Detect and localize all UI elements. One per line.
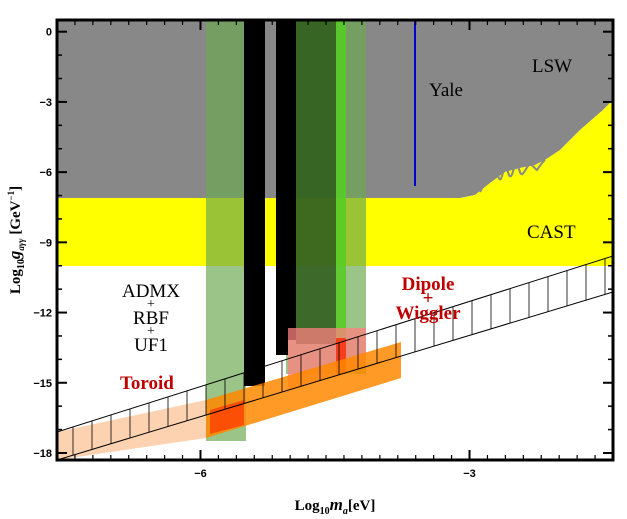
label-toroid: Toroid — [120, 373, 174, 394]
y-tick-label: 0 — [46, 27, 52, 39]
label-plus-1: + — [147, 297, 155, 312]
y-axis-title: Log10gaγγ[GeV−1] — [5, 186, 27, 294]
green-column-3 — [296, 20, 336, 344]
haloscope-column-3 — [288, 20, 296, 340]
label-wiggler: Wiggler — [395, 303, 461, 324]
label-admx: ADMX — [122, 281, 180, 302]
y-tick-label: −15 — [33, 378, 52, 390]
green-column-4 — [336, 20, 346, 374]
projection-hatching — [72, 258, 606, 456]
label-plus-2: + — [147, 324, 155, 339]
haloscope-column-1 — [244, 20, 265, 386]
y-tick-label: −12 — [33, 308, 52, 320]
y-tick-label: −3 — [39, 97, 52, 109]
y-tick-label: −9 — [39, 237, 52, 249]
toroid-region — [206, 342, 401, 438]
peach-region — [57, 400, 206, 460]
projection-band-outline — [57, 255, 613, 460]
toroid-red-patch — [210, 400, 244, 434]
label-plus-3: + — [423, 288, 434, 309]
label-lsw: LSW — [532, 56, 572, 77]
label-yale: Yale — [429, 80, 463, 101]
x-axis-title: Log10ma[eV] — [295, 495, 376, 517]
plot-frame — [55, 18, 615, 462]
label-dipole: Dipole — [402, 274, 455, 295]
green-column-1 — [206, 20, 246, 441]
cast-region — [57, 100, 613, 266]
dipole-red-patch — [336, 338, 346, 374]
cast-wiggle-edge — [479, 159, 546, 193]
y-tick-label: −6 — [39, 167, 52, 179]
x-tick-label: −6 — [194, 468, 207, 480]
label-cast: CAST — [527, 222, 576, 243]
y-tick-label: −18 — [33, 448, 52, 460]
x-tick-label: −3 — [463, 468, 476, 480]
haloscope-column-2 — [276, 20, 288, 355]
axis-ticks: 0 −3 −6 −9 −12 −15 −18 −6 −3 — [33, 20, 613, 480]
label-uf1: UF1 — [134, 335, 168, 356]
label-rbf: RBF — [133, 308, 169, 329]
